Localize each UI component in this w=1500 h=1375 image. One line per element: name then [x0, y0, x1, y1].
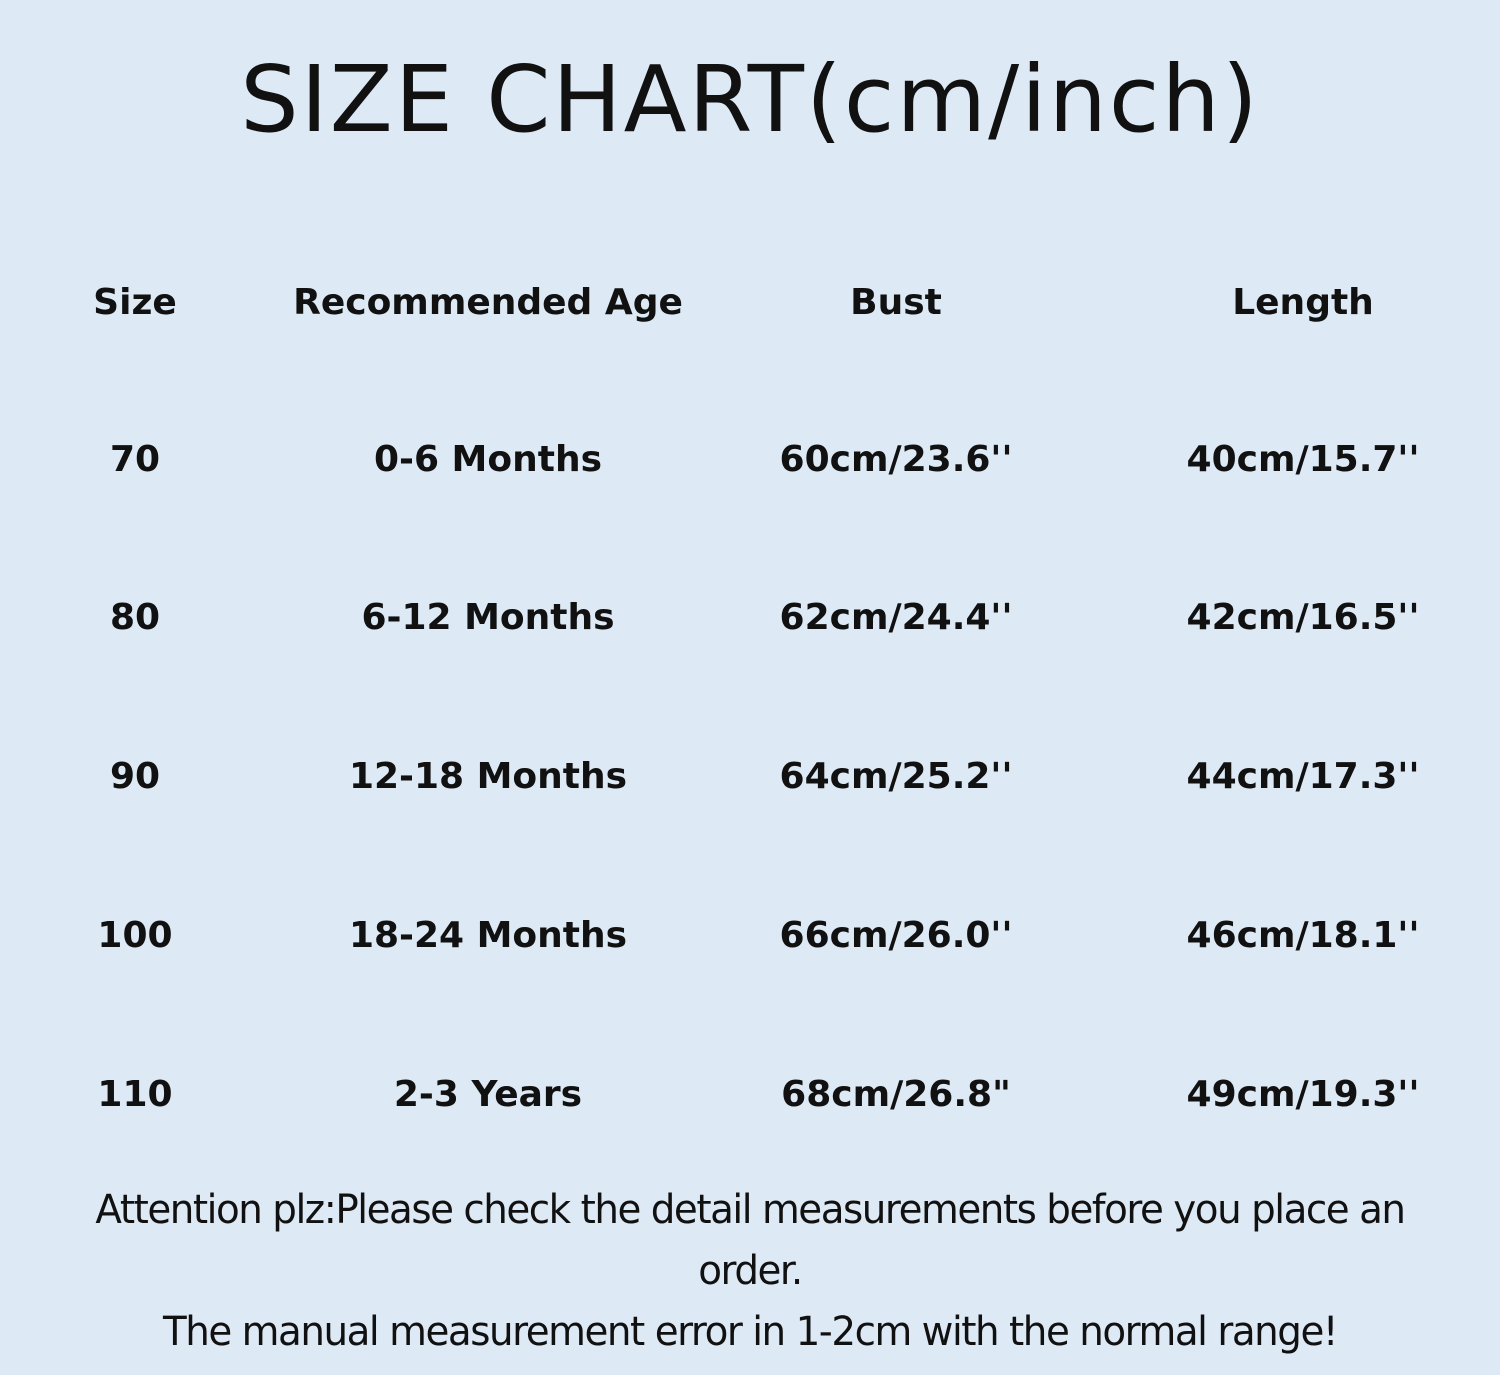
table-cell: 2-3 Years — [393, 1074, 583, 1115]
table-header-cell: Size — [93, 282, 177, 323]
table-cell: 90 — [109, 756, 161, 797]
table-cell: 0-6 Months — [373, 439, 603, 480]
table-row: 110 2-3 Years 68cm/26.8" 49cm/19.3'' — [0, 1065, 1500, 1125]
table-cell: 49cm/19.3'' — [1186, 1074, 1420, 1115]
table-cell: 42cm/16.5'' — [1186, 597, 1420, 638]
table-header-cell: Recommended Age — [293, 282, 683, 323]
table-header-row: Size Recommended Age Bust Length — [0, 273, 1500, 333]
table-cell: 100 — [97, 915, 173, 956]
table-cell: 66cm/26.0'' — [779, 915, 1013, 956]
table-cell: 68cm/26.8" — [781, 1074, 1011, 1115]
table-cell: 60cm/23.6'' — [779, 439, 1013, 480]
note-line-3: The manual measurement error in 1-2cm wi… — [162, 1309, 1338, 1355]
table-row: 70 0-6 Months 60cm/23.6'' 40cm/15.7'' — [0, 430, 1500, 490]
table-cell: 64cm/25.2'' — [779, 756, 1013, 797]
table-header-cell: Bust — [850, 282, 942, 323]
table-cell: 12-18 Months — [348, 756, 628, 797]
page-title: SIZE CHART(cm/inch) — [240, 46, 1260, 153]
table-cell: 80 — [109, 597, 161, 638]
table-row: 100 18-24 Months 66cm/26.0'' 46cm/18.1'' — [0, 906, 1500, 966]
table-cell: 46cm/18.1'' — [1186, 915, 1420, 956]
attention-note: Attention plz:Please check the detail me… — [23, 1180, 1478, 1363]
table-cell: 44cm/17.3'' — [1186, 756, 1420, 797]
table-cell: 70 — [109, 439, 161, 480]
table-row: 90 12-18 Months 64cm/25.2'' 44cm/17.3'' — [0, 747, 1500, 807]
table-header-cell: Length — [1232, 282, 1374, 323]
table-cell: 6-12 Months — [361, 597, 615, 638]
table-cell: 18-24 Months — [348, 915, 628, 956]
table-row: 80 6-12 Months 62cm/24.4'' 42cm/16.5'' — [0, 588, 1500, 648]
table-cell: 62cm/24.4'' — [779, 597, 1013, 638]
note-line-2: order. — [698, 1248, 803, 1294]
table-cell: 110 — [97, 1074, 173, 1115]
table-cell: 40cm/15.7'' — [1186, 439, 1420, 480]
note-line-1: Attention plz:Please check the detail me… — [95, 1187, 1406, 1233]
